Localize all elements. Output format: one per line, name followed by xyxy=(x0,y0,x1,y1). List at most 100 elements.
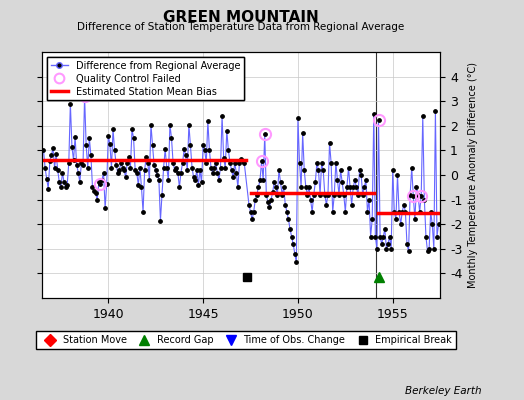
Point xyxy=(248,216,256,222)
Point xyxy=(253,192,261,198)
Point xyxy=(237,156,245,162)
Point xyxy=(104,132,113,139)
Text: GREEN MOUNTAIN: GREEN MOUNTAIN xyxy=(163,10,319,25)
Point xyxy=(92,190,100,197)
Point xyxy=(183,167,191,173)
Point xyxy=(162,164,171,171)
Point xyxy=(408,164,416,171)
Point xyxy=(278,192,286,198)
Point xyxy=(213,169,222,176)
Point xyxy=(265,204,274,210)
Point xyxy=(425,246,433,252)
Point xyxy=(42,176,51,182)
Point xyxy=(175,184,183,190)
Point xyxy=(69,157,78,164)
Point xyxy=(134,182,143,188)
Point xyxy=(332,160,340,166)
Point xyxy=(357,172,365,178)
Text: Berkeley Earth: Berkeley Earth xyxy=(406,386,482,396)
Point xyxy=(79,162,87,168)
Point xyxy=(106,141,114,148)
Point xyxy=(158,192,166,198)
Point xyxy=(300,167,309,173)
Point xyxy=(358,192,367,198)
Point xyxy=(433,233,441,240)
Point xyxy=(98,177,106,183)
Point xyxy=(49,145,57,151)
Point xyxy=(191,177,200,183)
Point xyxy=(64,160,73,166)
Point xyxy=(310,192,318,198)
Point xyxy=(109,126,117,133)
Point xyxy=(100,169,108,176)
Point xyxy=(75,179,84,186)
Point xyxy=(231,160,239,166)
Point xyxy=(107,164,116,171)
Point xyxy=(118,164,127,171)
Point xyxy=(406,192,414,198)
Point xyxy=(411,216,419,222)
Point xyxy=(151,167,160,173)
Point xyxy=(128,126,136,133)
Point xyxy=(431,108,440,114)
Point xyxy=(335,192,343,198)
Point xyxy=(330,192,339,198)
Point xyxy=(390,209,399,215)
Point xyxy=(227,167,236,173)
Point xyxy=(166,121,174,128)
Point xyxy=(325,140,334,146)
Point xyxy=(414,192,422,198)
Point xyxy=(392,216,400,222)
Point xyxy=(368,216,376,222)
Point xyxy=(366,233,375,240)
Point xyxy=(379,233,387,240)
Point xyxy=(363,209,372,215)
Point xyxy=(311,179,320,186)
Point xyxy=(61,184,70,190)
Point xyxy=(169,160,177,166)
Point xyxy=(256,177,264,183)
Point xyxy=(198,179,206,186)
Point xyxy=(319,167,328,173)
Point xyxy=(365,196,373,203)
Point xyxy=(349,184,357,190)
Point xyxy=(142,153,150,160)
Text: Difference of Station Temperature Data from Regional Average: Difference of Station Temperature Data f… xyxy=(78,22,405,32)
Point xyxy=(82,142,90,149)
Point xyxy=(371,233,379,240)
Point xyxy=(344,164,353,171)
Point xyxy=(172,164,180,171)
Point xyxy=(259,177,267,183)
Point xyxy=(173,169,182,176)
Point xyxy=(305,184,313,190)
Point xyxy=(201,147,209,154)
Point xyxy=(139,209,147,215)
Point xyxy=(115,167,124,173)
Point xyxy=(164,177,172,183)
Point xyxy=(71,134,79,140)
Point xyxy=(123,160,132,166)
Point xyxy=(257,158,266,165)
Point xyxy=(313,160,321,166)
Point xyxy=(178,160,187,166)
Point xyxy=(155,177,163,183)
Point xyxy=(126,164,135,171)
Point xyxy=(145,177,154,183)
Point xyxy=(303,192,312,198)
Point xyxy=(296,160,304,166)
Point xyxy=(417,193,425,199)
Point xyxy=(72,162,81,168)
Point xyxy=(204,118,212,124)
Point xyxy=(354,192,362,198)
Point xyxy=(180,146,188,152)
Point xyxy=(291,250,299,257)
Point xyxy=(60,179,68,186)
Point xyxy=(333,177,342,183)
Point xyxy=(422,233,430,240)
Point xyxy=(39,147,48,154)
Point xyxy=(336,167,345,173)
Point xyxy=(66,100,74,107)
Point xyxy=(343,184,351,190)
Point xyxy=(288,233,296,240)
Point xyxy=(186,142,194,149)
